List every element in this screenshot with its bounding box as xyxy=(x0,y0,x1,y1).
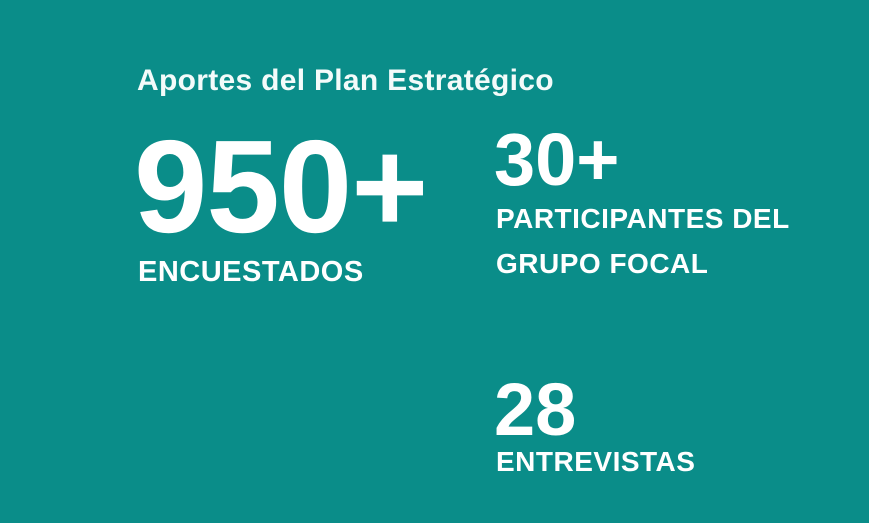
stat-grupo-focal-label: PARTICIPANTES DEL GRUPO FOCAL xyxy=(496,196,790,286)
stat-entrevistas-value: 28 xyxy=(494,368,577,451)
stat-encuestados-label: ENCUESTADOS xyxy=(138,256,364,288)
stat-grupo-focal-label-line2: GRUPO FOCAL xyxy=(496,248,709,279)
stat-encuestados-value: 950+ xyxy=(134,113,428,260)
stat-grupo-focal-value: 30+ xyxy=(494,118,620,201)
stat-grupo-focal-label-line1: PARTICIPANTES DEL xyxy=(496,203,790,234)
page-title: Aportes del Plan Estratégico xyxy=(137,64,554,98)
stat-entrevistas-label: ENTREVISTAS xyxy=(496,446,696,477)
